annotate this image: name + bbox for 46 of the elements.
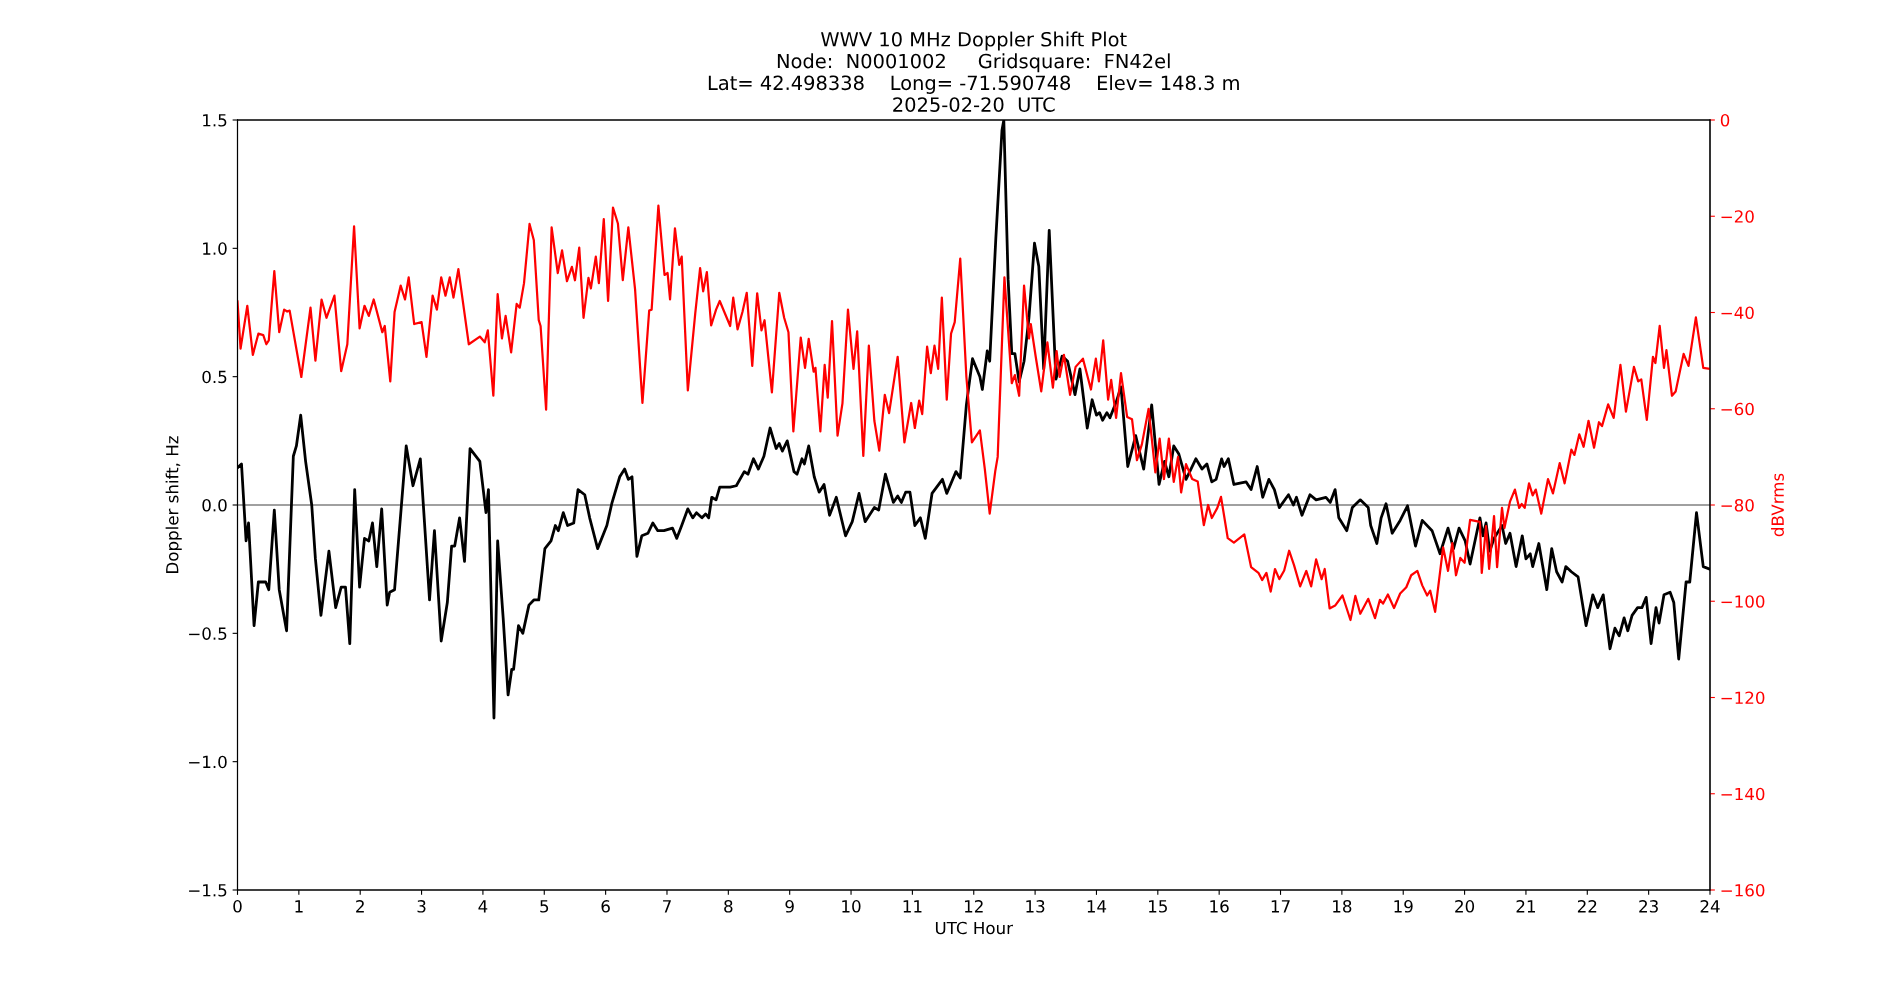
- x-tick-label: 19: [1394, 900, 1413, 913]
- x-tick-label: 14: [1087, 900, 1107, 913]
- y2-tick-label: −40: [1721, 306, 1754, 320]
- y2-tick-label: −80: [1721, 498, 1754, 512]
- x-tick-label: 7: [663, 900, 671, 913]
- x-tick-label: 10: [842, 900, 861, 913]
- x-tick-label: 15: [1149, 900, 1167, 913]
- line-series: [237, 204, 1710, 622]
- chart-title: WWV 10 MHz Doppler Shift Plot Node: N0001002 Gridsquare: FN42el Lat= 42.498338 Long= -71.590748 Elev= 148.3 m 2025-02-20 UTC: [708, 31, 1239, 112]
- x-tick-label: 22: [1577, 900, 1597, 913]
- x-tick-label: 23: [1639, 900, 1658, 913]
- x-tick-label: 9: [785, 900, 794, 913]
- x-tick-label: 8: [724, 900, 733, 913]
- x-tick-label: 0: [233, 900, 242, 913]
- x-tick-label: 18: [1333, 900, 1352, 913]
- x-tick-label: 4: [478, 900, 488, 913]
- x-tick-label: 21: [1516, 900, 1535, 913]
- x-tick-label: 24: [1700, 900, 1720, 913]
- y2-tick-label: −20: [1721, 210, 1754, 223]
- y-tick-label: −1.5: [189, 884, 227, 897]
- x-tick-label: 3: [417, 900, 426, 913]
- y2-tick-label: −140: [1721, 787, 1765, 801]
- x-tick-label: 20: [1455, 900, 1475, 913]
- y2-tick-label: −160: [1721, 883, 1765, 897]
- x-tick-label: 12: [964, 900, 983, 913]
- x-axis-title: UTC Hour: [935, 921, 1013, 935]
- x-tick-label: 2: [356, 900, 364, 913]
- y2-tick-label: −60: [1721, 402, 1754, 416]
- x-tick-label: 6: [601, 900, 610, 913]
- y-tick-label: 0.5: [202, 370, 227, 384]
- x-tick-label: 5: [540, 900, 549, 913]
- x-tick-label: 17: [1271, 900, 1290, 913]
- y2-tick-label: −120: [1721, 691, 1765, 705]
- x-tick-label: 1: [295, 900, 303, 913]
- y2-tick-label: −100: [1721, 595, 1765, 608]
- x-tick-label: 11: [903, 900, 922, 913]
- y-tick-label: 1.0: [203, 242, 227, 255]
- y-tick-label: 1.5: [203, 114, 227, 127]
- y2-tick-label: 0: [1720, 113, 1730, 127]
- y-tick-label: −0.5: [189, 627, 227, 640]
- x-tick-label: 13: [1026, 900, 1045, 913]
- y-tick-label: −1.0: [189, 755, 227, 769]
- y2-axis-title: dBVrms: [1771, 473, 1784, 537]
- y-axis-title: Doppler shift, Hz: [165, 436, 182, 573]
- y-tick-label: 0.0: [202, 498, 227, 512]
- x-tick-label: 16: [1210, 900, 1229, 913]
